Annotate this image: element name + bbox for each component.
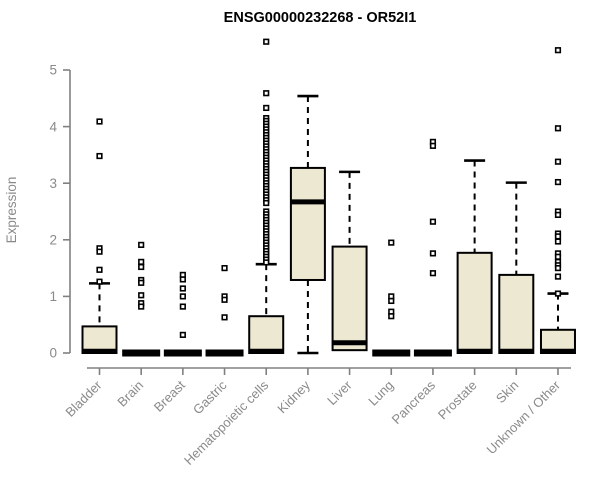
outlier-point xyxy=(263,259,270,266)
box-group xyxy=(331,170,368,352)
box-group xyxy=(372,239,411,357)
outlier-point xyxy=(96,248,103,255)
outlier-point xyxy=(554,211,562,218)
outlier-point xyxy=(221,296,228,303)
box xyxy=(456,251,493,354)
x-tick-label: Lung xyxy=(365,378,396,409)
box xyxy=(81,325,118,355)
box-group xyxy=(205,264,244,357)
outlier-point xyxy=(554,238,562,245)
y-tick-label: 4 xyxy=(49,119,57,134)
box-group xyxy=(248,38,285,354)
y-tick-label: 0 xyxy=(49,346,57,361)
outlier-point xyxy=(429,142,437,149)
plot-area xyxy=(81,38,576,357)
box xyxy=(248,315,285,354)
outlier-point xyxy=(429,218,437,225)
outlier-point xyxy=(554,158,562,165)
outlier-point xyxy=(138,303,145,310)
x-tick-label: Gastric xyxy=(190,377,230,417)
chart-title: ENSG00000232268 - OR52I1 xyxy=(224,10,417,26)
outlier-point xyxy=(179,285,186,292)
y-axis-label: Expression xyxy=(4,177,19,244)
outlier-point xyxy=(179,276,186,283)
x-tick-label: Pancreas xyxy=(389,377,439,427)
outlier-point xyxy=(96,278,103,285)
outlier-point xyxy=(263,104,270,112)
outlier-point xyxy=(138,279,145,286)
x-tick-label: Unknown / Other xyxy=(484,377,564,457)
outlier-point xyxy=(96,118,103,125)
outlier-point xyxy=(554,47,562,54)
y-tick-label: 2 xyxy=(49,233,57,248)
outlier-point xyxy=(221,314,228,321)
outlier-point xyxy=(138,263,145,271)
outlier-point xyxy=(179,303,186,310)
outlier-point xyxy=(388,239,395,246)
outlier-point xyxy=(554,264,562,272)
flat-box xyxy=(372,349,411,357)
outlier-point xyxy=(554,273,562,280)
y-tick-label: 1 xyxy=(49,289,57,304)
box-group xyxy=(539,47,576,355)
x-tick-label: Prostate xyxy=(435,378,480,423)
box-group xyxy=(122,241,161,357)
outlier-point xyxy=(554,233,562,240)
outlier-point xyxy=(263,199,270,207)
outlier-point xyxy=(179,293,186,300)
box xyxy=(331,245,368,352)
outlier-point xyxy=(554,290,562,297)
outlier-point xyxy=(138,258,145,265)
outlier-point xyxy=(179,331,186,338)
outlier-point xyxy=(96,152,103,160)
outlier-point xyxy=(221,264,228,272)
x-tick-label: Breast xyxy=(151,377,188,414)
outlier-point xyxy=(388,313,395,320)
y-tick-label: 3 xyxy=(49,176,57,191)
box-group xyxy=(498,181,535,354)
outlier-point xyxy=(388,297,395,305)
box-group xyxy=(163,271,202,357)
flat-box xyxy=(205,349,244,357)
box-group xyxy=(81,118,118,355)
outlier-point xyxy=(554,178,562,186)
x-tick-label: Liver xyxy=(324,377,355,408)
outlier-point xyxy=(263,38,270,45)
flat-box xyxy=(413,349,452,357)
outlier-point xyxy=(138,241,145,248)
outlier-point xyxy=(429,250,437,257)
flat-box xyxy=(122,349,161,357)
y-tick-label: 5 xyxy=(49,63,57,78)
flat-box xyxy=(163,349,202,357)
outlier-point xyxy=(554,253,562,260)
outlier-point xyxy=(554,125,562,132)
box xyxy=(289,166,326,281)
box xyxy=(498,273,535,354)
outlier-point xyxy=(263,90,270,97)
box-group xyxy=(413,138,452,357)
box-group xyxy=(289,94,326,355)
x-tick-label: Skin xyxy=(493,378,521,406)
x-tick-label: Brain xyxy=(114,378,146,410)
x-tick-label: Kidney xyxy=(274,377,313,416)
outlier-point xyxy=(429,270,437,277)
outlier-point xyxy=(138,292,145,299)
outlier-point xyxy=(96,266,103,273)
box-group xyxy=(456,159,493,354)
x-tick-label: Bladder xyxy=(62,377,105,420)
